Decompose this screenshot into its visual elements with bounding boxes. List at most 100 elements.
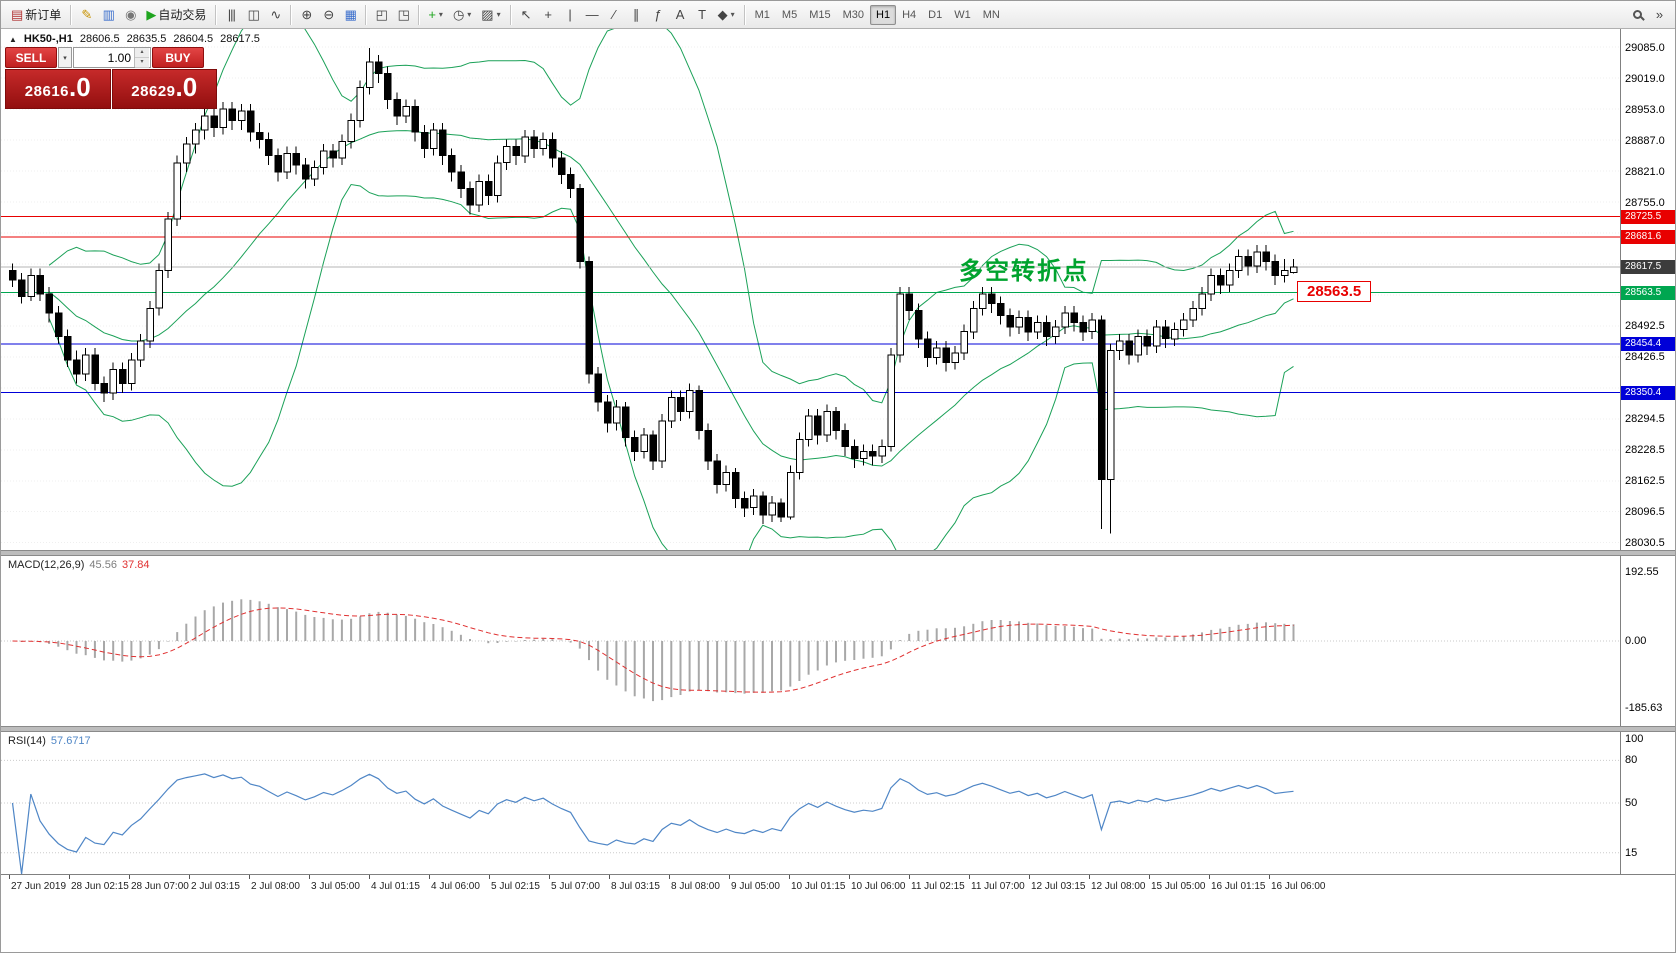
time-axis[interactable]: 27 Jun 2019 28 Jun 02:15 28 Jun 07:00 2 Jul… [1,874,1675,896]
channel-button[interactable]: ∥ [625,4,647,26]
volume-dropdown-button[interactable]: ▾ [58,47,72,68]
text-button[interactable]: A [669,4,691,26]
time-axis-tick [1209,875,1210,879]
candle-body [933,347,941,359]
time-axis-label: 9 Jul 05:00 [731,881,780,892]
rsi-scale[interactable]: 100 80 50 15 [1620,732,1675,874]
vertical-line-button[interactable]: | [559,4,581,26]
macd-scale[interactable]: 192.55 0.00 -185.63 [1620,556,1675,726]
zoom-in-button[interactable]: ⊕ [295,4,317,26]
timeframe-h4-button[interactable]: H4 [902,8,917,21]
time-axis-tick [429,875,430,879]
new-order-button[interactable]: ▤ 新订单 [6,4,66,26]
buy-price-button[interactable]: 28629 .0 [111,69,217,109]
tile-windows-button[interactable]: ◰ [370,4,392,26]
candle-body [1253,251,1261,267]
candle-body [274,155,282,173]
candle-body [914,310,923,340]
trendline-button[interactable]: ∕ [603,4,625,26]
sell-price-main: 28616 [24,83,70,100]
time-axis-tick [9,875,10,879]
price-chart-canvas[interactable] [1,29,1621,550]
zoom-in-icon: ⊕ [301,7,312,22]
toolbar-overflow-button[interactable]: » [1648,4,1670,26]
periods-button[interactable]: ◷ ▾ [448,4,476,26]
candle-body [109,368,118,394]
candle-body [494,162,502,197]
candle-body [36,274,44,295]
search-button[interactable] [1626,4,1648,26]
chart-grid-button[interactable]: ▦ [339,4,361,26]
price-axis-label: 28426.5 [1625,351,1665,363]
bollinger-upper-band [48,29,1294,404]
rsi-value: 57.6717 [50,735,91,747]
toolbar-separator [509,4,511,25]
market-watch-button[interactable]: ▥ [97,4,119,26]
volume-decrease-button[interactable]: ▾ [135,58,149,68]
cursor-button[interactable]: ↖ [515,4,537,26]
buy-button[interactable]: BUY [152,47,204,68]
timeframe-d1-button[interactable]: D1 [928,8,943,21]
candle-body [1226,270,1234,286]
timeframe-h1-button[interactable]: H1 [870,4,897,25]
one-click-trading-panel: SELL ▾ ▴ ▾ BUY 28616 .0 28629 [5,47,217,109]
price-scale[interactable]: 29085.0 29019.0 28953.0 28887.0 28821.0 28755… [1620,29,1675,550]
timeframe-m30-button[interactable]: M30 [842,8,864,21]
zoom-out-button[interactable]: ⊖ [317,4,339,26]
price-tag: 28563.5 [1621,286,1675,300]
auto-trading-button[interactable]: ▶ 自动交易 [141,4,211,26]
arrow-objects-button[interactable]: ◆ ▾ [713,4,740,26]
bar-chart-button[interactable]: ||| [220,4,242,26]
time-axis-tick [729,875,730,879]
candle-body [173,162,182,220]
price-tag: 28350.4 [1621,386,1675,400]
horizontal-line-button[interactable]: — [581,4,603,26]
time-axis-tick [549,875,550,879]
sell-price-pips: .0 [69,72,91,102]
candle-body [1097,319,1106,481]
navigator-button[interactable]: ◉ [119,4,141,26]
sell-price-button[interactable]: 28616 .0 [5,69,111,109]
rsi-canvas[interactable] [1,732,1621,874]
rsi-panel-separator[interactable] [1,726,1675,732]
cascade-windows-button[interactable]: ◳ [392,4,414,26]
candle-body [832,411,840,431]
candle-body [713,460,722,485]
timeframe-mn-button[interactable]: MN [982,8,1000,21]
indicators-button[interactable]: + ▾ [423,4,448,26]
timeframe-m5-button[interactable]: M5 [781,8,798,21]
timeframe-w1-button[interactable]: W1 [954,8,971,21]
candle-body [905,293,914,312]
line-chart-button[interactable]: ∿ [264,4,286,26]
time-axis-label: 28 Jun 02:15 [71,881,129,892]
metaeditor-button[interactable]: ✎ [75,4,97,26]
candle-body [649,434,657,462]
candle-body [448,155,456,173]
timeframe-m15-button[interactable]: M15 [809,8,831,21]
sell-button[interactable]: SELL [5,47,57,68]
window-bottom-area [1,896,1675,952]
time-axis-tick [789,875,790,879]
candle-body [1033,321,1042,333]
crosshair-button[interactable]: + [537,4,559,26]
timeframe-m1-button[interactable]: M1 [754,8,770,21]
macd-canvas[interactable] [1,556,1621,726]
text-label-button[interactable]: T [691,4,713,26]
fibonacci-button[interactable]: ƒ [647,4,669,26]
candle-body [219,108,227,129]
candle-body [1290,266,1298,273]
crosshair-icon: + [544,7,552,22]
time-axis-label: 12 Jul 03:15 [1031,881,1086,892]
candle-body [1280,270,1289,276]
candlestick-chart-button[interactable]: ◫ [242,4,264,26]
volume-increase-button[interactable]: ▴ [135,48,149,58]
templates-button[interactable]: ▨ ▾ [476,4,505,26]
candle-body [786,472,795,518]
candle-body [356,87,365,122]
candle-body [91,354,99,384]
price-axis-label: 28294.5 [1625,413,1665,425]
volume-input[interactable] [74,48,134,67]
price-axis-label: 28162.5 [1625,475,1665,487]
macd-panel-separator[interactable] [1,550,1675,556]
macd-axis-label: 0.00 [1625,635,1647,647]
